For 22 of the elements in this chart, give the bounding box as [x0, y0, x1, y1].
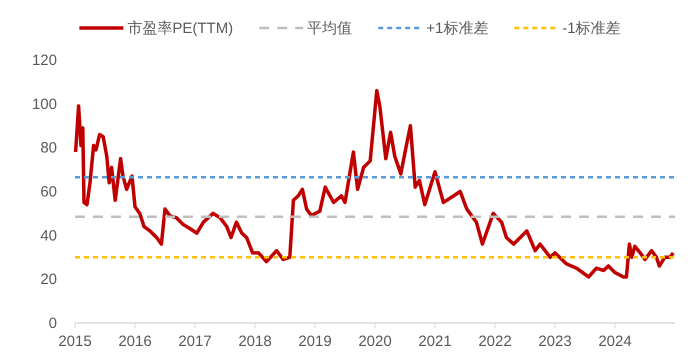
y-tick-label: 60: [40, 184, 57, 200]
legend-label: 平均值: [307, 20, 352, 37]
x-tick-label: 2021: [418, 333, 452, 350]
y-tick-label: 120: [32, 52, 57, 69]
y-tick-label: 0: [48, 315, 57, 332]
x-tick-label: 2020: [358, 333, 392, 350]
x-tick-label: 2015: [58, 333, 92, 350]
legend-label: +1标准差: [426, 20, 488, 37]
x-tick-label: 2018: [238, 333, 272, 350]
x-tick-label: 2017: [178, 333, 212, 350]
x-tick-label: 2023: [538, 333, 572, 350]
x-tick-label: 2022: [478, 333, 512, 350]
y-tick-label: 80: [40, 140, 57, 157]
legend-label: -1标准差: [562, 20, 621, 37]
line-series: [74, 88, 675, 279]
x-tick-label: 2019: [298, 333, 332, 350]
x-tick-label: 2024: [598, 333, 632, 350]
y-tick-label: 100: [32, 96, 57, 113]
y-tick-label: 40: [40, 227, 57, 244]
y-tick-label: 20: [40, 271, 57, 288]
legend-label: 市盈率PE(TTM): [127, 20, 234, 37]
x-tick-label: 2016: [118, 333, 152, 350]
